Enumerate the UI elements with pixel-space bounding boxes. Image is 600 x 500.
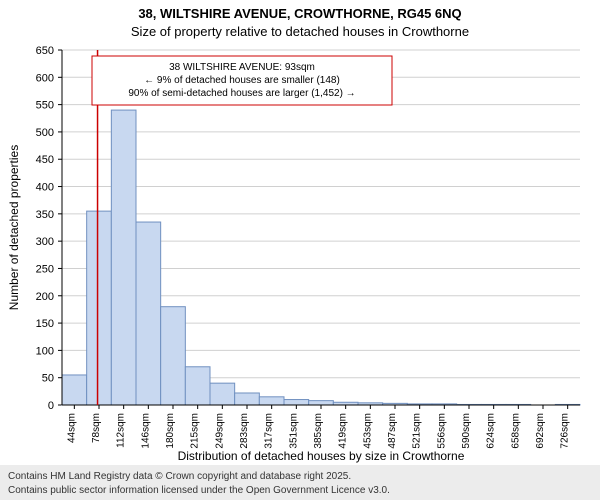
y-tick-label: 400 (36, 182, 54, 194)
histogram-bar (161, 307, 186, 405)
y-tick-label: 300 (36, 236, 54, 248)
histogram-bar (284, 400, 309, 405)
y-tick-label: 600 (36, 72, 54, 84)
x-tick-label: 419sqm (338, 413, 349, 449)
footer-line2: Contains public sector information licen… (8, 485, 390, 496)
histogram-bar (309, 401, 334, 405)
x-tick-label: 317sqm (264, 413, 275, 449)
y-tick-label: 350 (36, 209, 54, 221)
x-tick-label: 44sqm (66, 413, 77, 443)
x-tick-label: 692sqm (535, 413, 546, 449)
x-tick-label: 385sqm (313, 413, 324, 449)
histogram-bar (136, 222, 161, 405)
annotation-line: 38 WILTSHIRE AVENUE: 93sqm (169, 62, 315, 73)
y-tick-label: 50 (42, 373, 54, 385)
y-tick-label: 450 (36, 154, 54, 166)
histogram-bar (210, 383, 235, 405)
x-tick-label: 283sqm (239, 413, 250, 449)
x-tick-label: 180sqm (165, 413, 176, 449)
x-tick-label: 590sqm (461, 413, 472, 449)
x-tick-label: 249sqm (214, 413, 225, 449)
x-tick-label: 521sqm (412, 413, 423, 449)
y-tick-label: 500 (36, 127, 54, 139)
x-axis-label: Distribution of detached houses by size … (178, 449, 465, 463)
y-tick-label: 150 (36, 318, 54, 330)
y-tick-label: 250 (36, 263, 54, 275)
y-tick-label: 650 (36, 45, 54, 57)
y-tick-label: 100 (36, 345, 54, 357)
x-tick-label: 658sqm (510, 413, 521, 449)
y-axis-label: Number of detached properties (7, 145, 21, 310)
histogram-bar (235, 393, 260, 405)
histogram-bar (62, 375, 87, 405)
annotation-line: ← 9% of detached houses are smaller (148… (144, 75, 340, 86)
x-tick-label: 556sqm (436, 413, 447, 449)
x-tick-label: 215sqm (190, 413, 201, 449)
x-tick-label: 453sqm (362, 413, 373, 449)
x-tick-label: 487sqm (387, 413, 398, 449)
chart-title-line1: 38, WILTSHIRE AVENUE, CROWTHORNE, RG45 6… (138, 6, 461, 21)
footer-line1: Contains HM Land Registry data © Crown c… (8, 471, 351, 482)
histogram-bar (87, 211, 112, 405)
chart-title-line2: Size of property relative to detached ho… (131, 24, 469, 39)
x-tick-label: 78sqm (91, 413, 102, 443)
y-tick-label: 200 (36, 291, 54, 303)
y-tick-label: 550 (36, 100, 54, 112)
x-tick-label: 112sqm (116, 413, 127, 448)
y-tick-label: 0 (48, 400, 54, 412)
x-tick-label: 624sqm (486, 413, 497, 449)
annotation-line: 90% of semi-detached houses are larger (… (128, 88, 355, 99)
x-tick-label: 351sqm (288, 413, 299, 449)
x-tick-label: 146sqm (140, 413, 151, 449)
histogram-bar (111, 110, 136, 405)
histogram-bar (259, 397, 284, 405)
x-tick-label: 726sqm (560, 413, 571, 449)
histogram-bar (185, 367, 210, 405)
